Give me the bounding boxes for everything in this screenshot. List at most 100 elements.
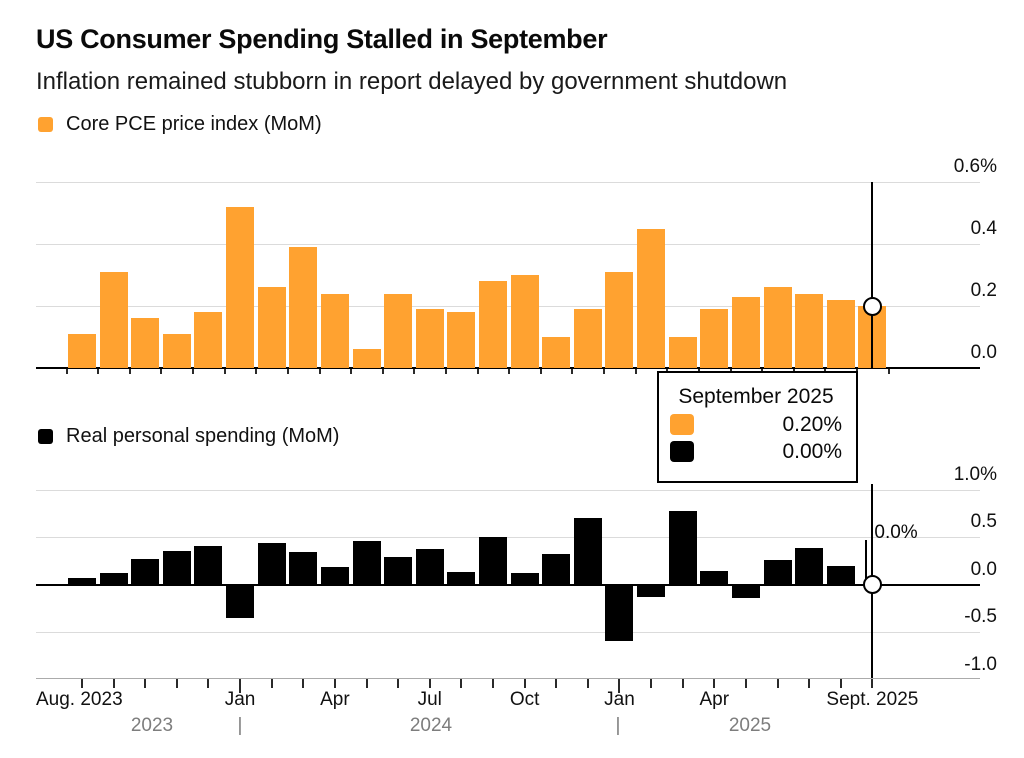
tooltip-title: September 2025 [678, 385, 834, 408]
core-pce-month-boundary-tick [539, 369, 542, 374]
core-pce-bar-aug-2024[interactable] [447, 312, 476, 368]
core-pce-month-boundary-tick [160, 369, 163, 374]
core-pce-bar-jun-2024[interactable] [384, 293, 413, 368]
core-pce-month-boundary-tick [350, 369, 353, 374]
core-pce-bar-mar-2025[interactable] [668, 337, 697, 368]
spending-bar-oct-2024[interactable] [510, 573, 539, 585]
spending-ytick-label: -0.5 [964, 606, 997, 627]
x-axis-tick-dec-2023 [207, 679, 210, 688]
core-pce-bar-dec-2024[interactable] [573, 309, 602, 368]
spending-bar-sep-2023[interactable] [99, 573, 128, 585]
spending-gridline [36, 537, 980, 538]
spending-bar-nov-2023[interactable] [162, 551, 191, 585]
core-pce-ytick-label: 0.6% [953, 156, 997, 177]
spending-bar-nov-2024[interactable] [542, 554, 571, 585]
spending-bar-aug-2024[interactable] [447, 572, 476, 585]
core-pce-bar-aug-2023[interactable] [68, 333, 96, 368]
spending-bar-may-2025[interactable] [731, 585, 760, 598]
latest-value-label: 0.0% [874, 522, 918, 543]
x-axis-year-label: | [237, 715, 243, 736]
core-pce-bar-sep-2024[interactable] [478, 281, 507, 368]
x-axis-year-label: | [615, 715, 621, 736]
x-axis-tick-apr-2024 [333, 679, 336, 688]
x-axis-tick-may-2025 [744, 679, 747, 688]
x-axis-tick-mar-2024 [302, 679, 305, 688]
x-axis-tick-aug-2025 [839, 679, 842, 688]
latest-value-leader-line [865, 540, 867, 584]
core-pce-bar-jul-2025[interactable] [795, 293, 824, 368]
core-pce-bar-oct-2024[interactable] [510, 275, 539, 368]
spending-bar-aug-2023[interactable] [68, 577, 96, 585]
x-axis-tick-mar-2025 [681, 679, 684, 688]
spending-bar-apr-2024[interactable] [320, 567, 349, 585]
spending-bar-jan-2025[interactable] [605, 585, 634, 641]
core-pce-bar-jul-2024[interactable] [415, 309, 444, 368]
x-axis-tick-jan-2025 [618, 679, 621, 693]
spending-bar-feb-2025[interactable] [637, 585, 666, 597]
spending-ytick-label: -1.0 [964, 653, 997, 675]
core-pce-bar-jun-2025[interactable] [763, 287, 792, 368]
core-pce-month-boundary-tick [381, 369, 384, 374]
core-pce-bar-feb-2024[interactable] [257, 287, 286, 368]
x-axis-tick-sep-2025 [871, 679, 874, 688]
spending-bar-dec-2024[interactable] [573, 518, 602, 585]
x-axis-year-label: 2024 [409, 715, 453, 736]
core-pce-bar-may-2024[interactable] [352, 349, 381, 368]
core-pce-bar-oct-2023[interactable] [131, 318, 160, 368]
spending-bar-sep-2024[interactable] [478, 537, 507, 585]
spending-bar-may-2024[interactable] [352, 540, 381, 585]
x-axis-tick-jan-2024 [239, 679, 242, 693]
core-pce-bar-mar-2024[interactable] [289, 247, 318, 368]
spending-bar-jun-2025[interactable] [763, 559, 792, 585]
core-pce-ytick-label: 0.0 [970, 342, 997, 363]
core-pce-bar-apr-2025[interactable] [700, 309, 729, 368]
x-axis-month-label: Apr [320, 689, 350, 710]
spending-bar-jun-2024[interactable] [384, 556, 413, 585]
tooltip-value-spending: 0.00% [782, 439, 842, 463]
x-axis-year-label: 2023 [130, 715, 174, 736]
core-pce-bar-dec-2023[interactable] [194, 312, 223, 368]
x-axis-line [36, 678, 980, 679]
spending-bar-dec-2023[interactable] [194, 545, 223, 585]
x-axis-tick-nov-2023 [175, 679, 178, 688]
spending-bar-apr-2025[interactable] [700, 571, 729, 585]
core-pce-bar-feb-2025[interactable] [637, 228, 666, 368]
x-axis-tick-aug-2023 [81, 679, 83, 688]
core-pce-bar-apr-2024[interactable] [320, 293, 349, 368]
spending-bar-aug-2025[interactable] [826, 565, 855, 585]
core-pce-bar-sep-2023[interactable] [99, 271, 128, 368]
x-axis-month-label: Sept. 2025 [826, 689, 919, 710]
spending-bar-oct-2023[interactable] [131, 558, 160, 585]
x-axis-tick-jul-2024 [428, 679, 431, 688]
x-axis-tick-nov-2024 [555, 679, 558, 688]
spending-bar-mar-2024[interactable] [289, 552, 318, 585]
core-pce-month-boundary-tick [413, 369, 416, 374]
spending-ytick-label: 1.0% [953, 463, 997, 485]
x-axis-tick-oct-2024 [523, 679, 526, 688]
spending-bar-jul-2024[interactable] [415, 549, 444, 585]
legend-label-core-pce: Core PCE price index (MoM) [66, 113, 322, 135]
core-pce-ytick-label: 0.4 [970, 218, 997, 239]
spending-bar-mar-2025[interactable] [668, 511, 697, 585]
core-pce-ytick-label: 0.2 [970, 280, 997, 301]
core-pce-bar-nov-2024[interactable] [542, 337, 571, 368]
spending-bar-jan-2024[interactable] [226, 585, 255, 618]
core-pce-bar-jan-2024[interactable] [226, 206, 255, 368]
core-pce-month-boundary-tick [128, 369, 131, 374]
x-axis-tick-dec-2024 [586, 679, 589, 688]
core-pce-month-boundary-tick [223, 369, 226, 374]
x-axis-tick-sep-2024 [491, 679, 494, 688]
core-pce-bar-nov-2023[interactable] [162, 333, 191, 368]
spending-bar-feb-2024[interactable] [257, 542, 286, 585]
core-pce-bar-aug-2025[interactable] [826, 299, 855, 368]
core-pce-month-boundary-tick [286, 369, 289, 374]
core-pce-bar-jan-2025[interactable] [605, 271, 634, 368]
legend-spending: Real personal spending (MoM) [38, 425, 339, 448]
core-pce-bar-may-2025[interactable] [731, 296, 760, 368]
x-axis-tick-sep-2023 [112, 679, 115, 688]
legend-core-pce: Core PCE price index (MoM) [38, 113, 322, 136]
spending-bar-jul-2025[interactable] [795, 548, 824, 585]
legend-swatch-core-pce-icon [38, 117, 53, 132]
